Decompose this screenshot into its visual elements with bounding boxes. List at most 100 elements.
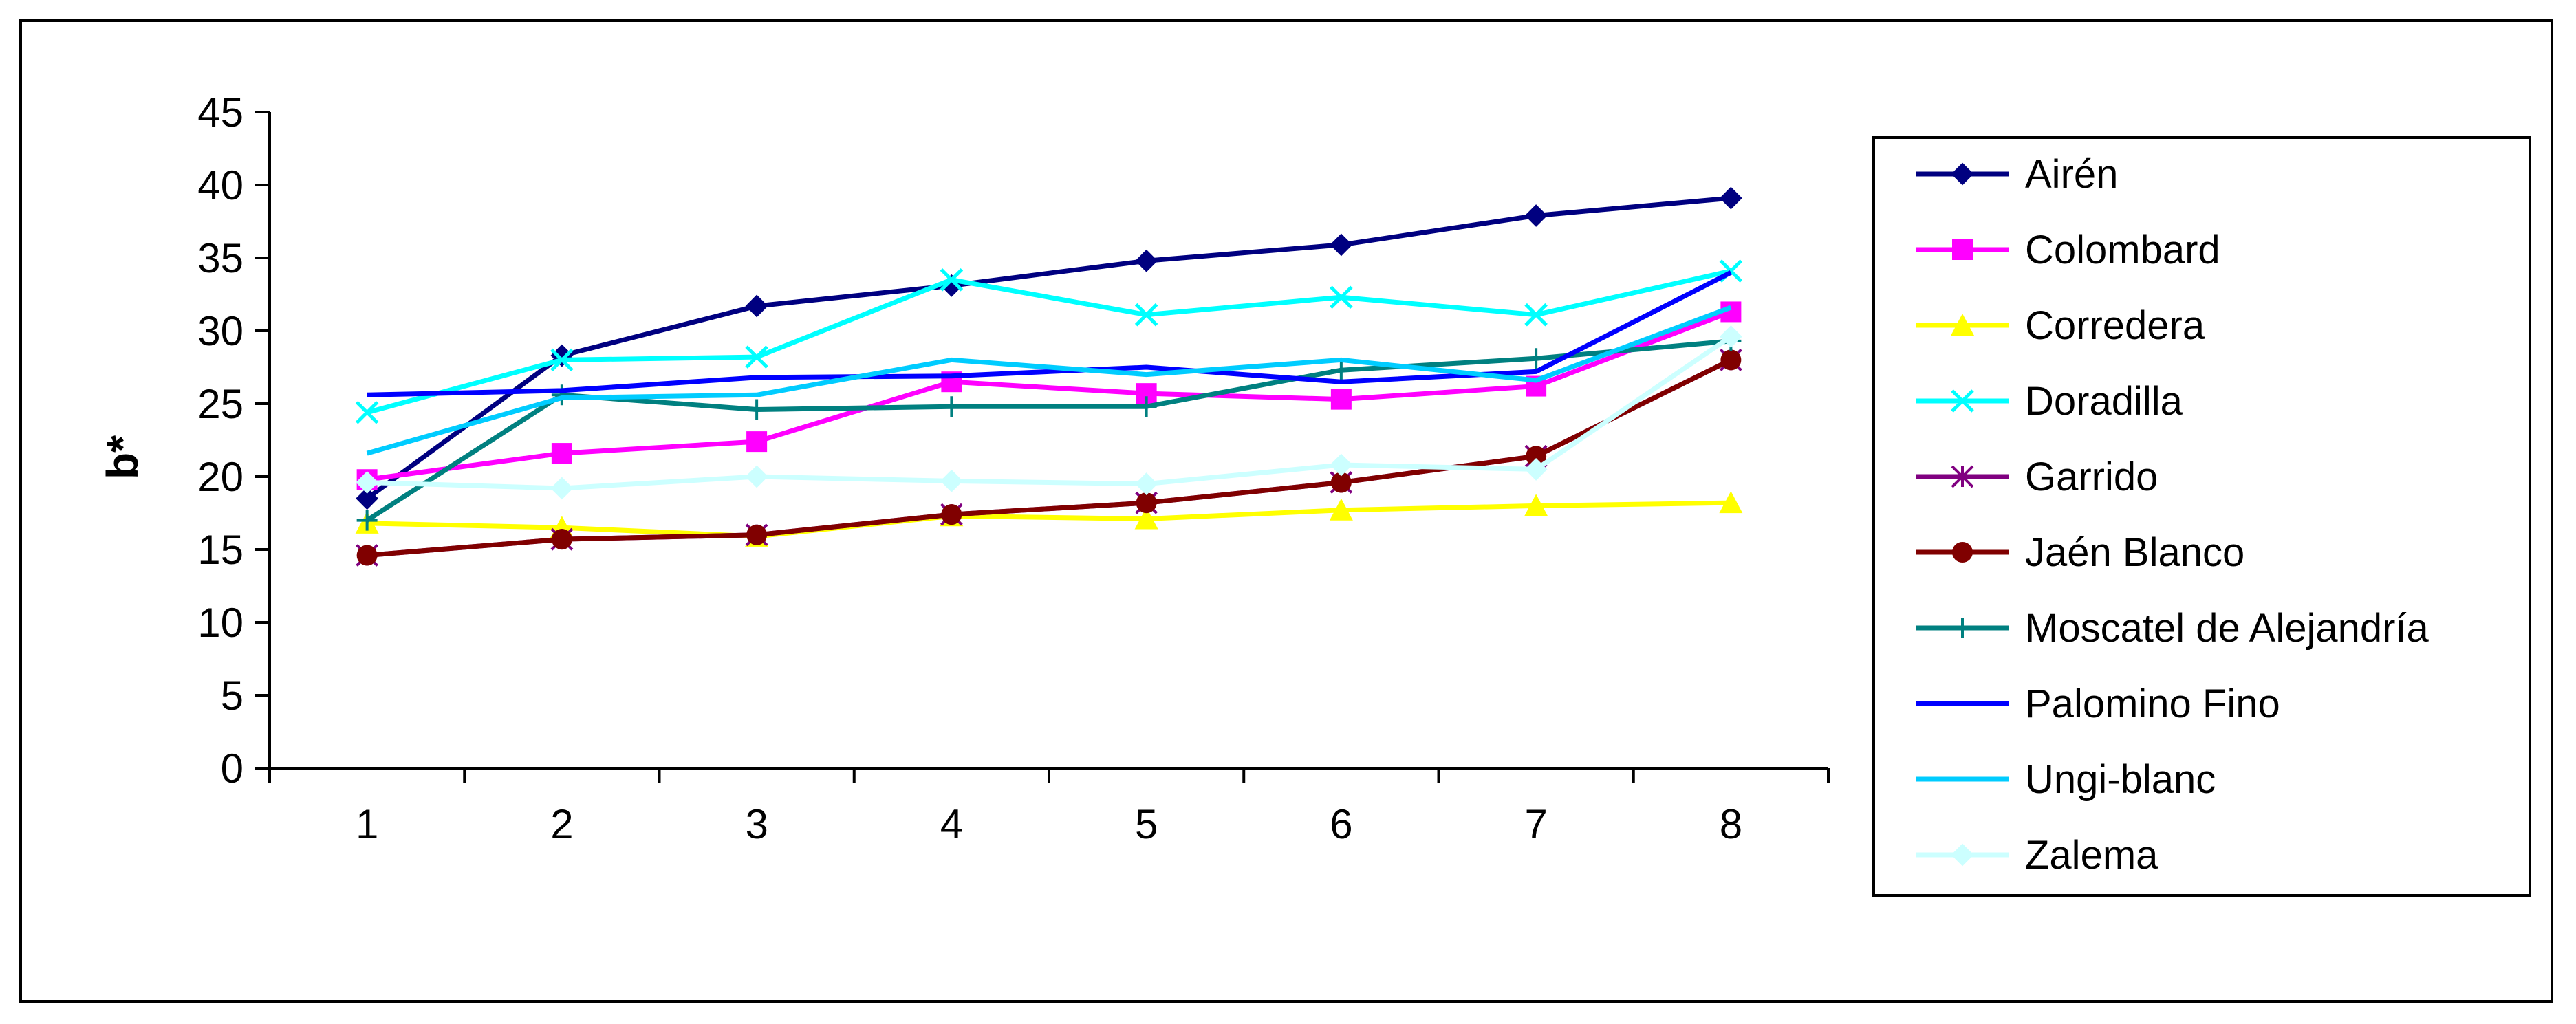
x-tick-label: 1 <box>356 801 378 847</box>
data-point <box>1330 453 1353 477</box>
series-line <box>367 500 1731 539</box>
series-group <box>355 186 1743 567</box>
data-point <box>1526 348 1547 369</box>
legend-box <box>1872 136 2531 897</box>
data-point <box>356 510 378 531</box>
series-doradilla <box>355 259 1743 424</box>
legend-item: Garrido <box>1916 455 2158 499</box>
data-point <box>1720 349 1742 371</box>
legend-marker <box>1951 843 1974 867</box>
data-point <box>1526 446 1547 467</box>
y-tick-label: 40 <box>197 162 243 208</box>
x-tick-label: 2 <box>550 801 573 847</box>
series-line <box>366 268 1732 415</box>
data-point <box>1330 472 1352 493</box>
data-point <box>1524 457 1548 481</box>
data-point <box>1330 285 1353 309</box>
data-point <box>1524 494 1548 516</box>
legend-marker <box>1952 542 1973 563</box>
legend-item: Moscatel de Alejandría <box>1916 606 2429 651</box>
x-tick-label: 7 <box>1524 801 1547 847</box>
legend-label: Airén <box>2025 152 2118 197</box>
legend: Airén Colombard Corredera Doradilla Garrido J… <box>1872 136 2531 897</box>
y-tick-label: 15 <box>197 527 243 573</box>
data-point <box>356 545 378 566</box>
data-point <box>940 268 964 292</box>
data-point <box>1134 303 1158 327</box>
data-point <box>1329 498 1353 521</box>
legend-marker <box>1951 465 1974 488</box>
series-jaen-blanco <box>356 349 1742 566</box>
data-point <box>356 487 379 510</box>
legend-label: Palomino Fino <box>2025 682 2280 726</box>
x-tick-label: 8 <box>1720 801 1742 847</box>
y-tick-label: 25 <box>197 381 243 427</box>
data-point <box>1136 492 1157 514</box>
series-line <box>367 358 1732 558</box>
data-point <box>356 471 379 494</box>
series-line <box>367 270 1732 397</box>
data-point <box>550 348 574 372</box>
data-point <box>745 294 768 318</box>
series-line <box>366 305 1732 456</box>
data-point <box>941 504 962 525</box>
legend-marker <box>1951 162 1974 186</box>
legend-label: Ungi-blanc <box>2025 757 2216 802</box>
legend-label: Jaén Blanco <box>2025 530 2244 575</box>
legend-marker <box>1951 314 1974 336</box>
data-point <box>746 431 768 453</box>
legend-label: Colombard <box>2025 228 2220 272</box>
legend-label: Corredera <box>2025 303 2205 348</box>
legend-label: Moscatel de Alejandría <box>2025 606 2429 651</box>
data-point <box>745 465 768 488</box>
data-point <box>1135 472 1158 496</box>
series-ungi-blanc <box>366 305 1732 456</box>
legend-label: Garrido <box>2025 455 2158 499</box>
series-line <box>367 309 1732 482</box>
data-point <box>1719 325 1742 348</box>
data-point <box>551 443 572 464</box>
series-palomino-fino <box>367 270 1732 397</box>
legend-marker <box>1951 389 1974 413</box>
legend-item: Airén <box>1916 152 2118 197</box>
x-tick-label: 3 <box>745 801 768 847</box>
legend-item: Corredera <box>1916 303 2205 348</box>
legend-item: Colombard <box>1916 228 2220 272</box>
data-point <box>746 524 768 545</box>
data-point <box>1136 396 1157 417</box>
data-point <box>746 399 768 420</box>
data-point <box>941 396 962 417</box>
legend-item: Ungi-blanc <box>1916 757 2216 802</box>
data-point <box>1524 204 1548 227</box>
data-point <box>1330 360 1352 381</box>
legend-item: Jaén Blanco <box>1916 530 2244 575</box>
data-point <box>1330 389 1352 410</box>
x-tick-label: 4 <box>940 801 963 847</box>
data-point <box>355 400 379 424</box>
data-point <box>551 529 572 550</box>
y-axis-label: b* <box>98 435 147 479</box>
y-tick-label: 45 <box>197 89 243 135</box>
legend-label: Zalema <box>2025 833 2158 878</box>
series-zalema <box>356 325 1742 500</box>
y-tick-label: 20 <box>197 454 243 500</box>
y-tick-label: 10 <box>197 600 243 646</box>
y-tick-label: 0 <box>221 745 243 792</box>
legend-marker <box>1952 239 1973 260</box>
data-point <box>550 477 574 500</box>
series-line <box>367 334 1733 491</box>
series-line <box>365 195 1731 501</box>
legend-item: Zalema <box>1916 833 2158 878</box>
y-tick-label: 30 <box>197 308 243 354</box>
x-tick-label: 5 <box>1135 801 1158 847</box>
data-point <box>551 384 572 406</box>
data-point <box>1719 186 1742 210</box>
data-point <box>1719 491 1743 514</box>
data-point <box>1135 249 1158 272</box>
legend-item: Palomino Fino <box>1916 682 2280 726</box>
legend-item: Doradilla <box>1916 379 2183 424</box>
y-tick-label: 5 <box>221 673 243 719</box>
y-tick-label: 35 <box>197 235 243 281</box>
